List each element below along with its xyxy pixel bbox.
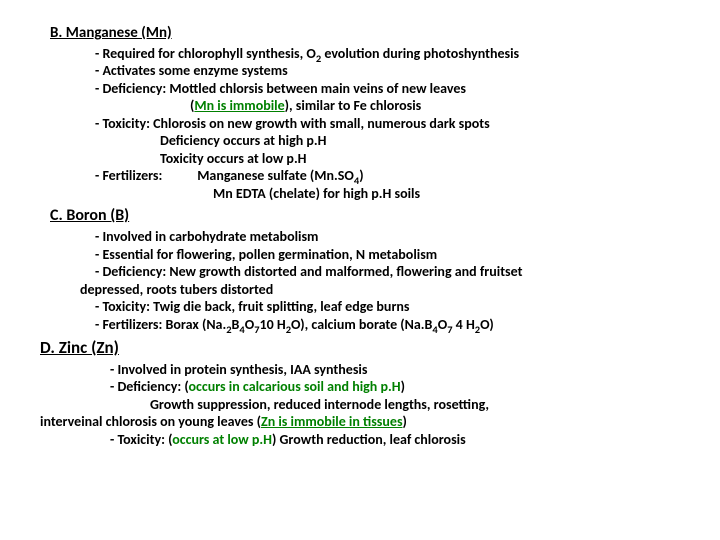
- mn-line6: Deficiency occurs at high p.H: [95, 132, 680, 150]
- manganese-block: - Required for chlorophyll synthesis, O2…: [95, 45, 680, 203]
- zn-line1: - Involved in protein synthesis, IAA syn…: [40, 361, 680, 379]
- b-line2: - Essential for flowering, pollen germin…: [80, 246, 680, 264]
- zn-l2a: - Deficiency: (: [110, 378, 189, 395]
- zn-l5a: - Toxicity: (: [110, 431, 172, 448]
- zn-l5-green: occurs at low p.H: [172, 431, 272, 448]
- zn-l4a: interveinal chlorosis on young leaves (: [40, 413, 261, 430]
- b-line3b: depressed, roots tubers distorted: [80, 281, 680, 299]
- mn-l4b: ), similar to Fe chlorosis: [285, 97, 422, 114]
- zinc-block: - Involved in protein synthesis, IAA syn…: [40, 361, 680, 449]
- mn-line8: - Fertilizers: Manganese sulfate (Mn.SO4…: [95, 167, 680, 185]
- mn-line4: (Mn is immobile), similar to Fe chlorosi…: [95, 97, 680, 115]
- b-line1: - Involved in carbohydrate metabolism: [80, 228, 680, 246]
- b-l5f: O: [438, 316, 447, 333]
- zn-l4b: ): [403, 413, 407, 430]
- mn-l1b: evolution during photoshynthesis: [321, 45, 519, 62]
- mn-line2: - Activates some enzyme systems: [95, 62, 680, 80]
- zn-l2b: ): [401, 378, 405, 395]
- b-l5e: O), calcium borate (Na.B: [291, 316, 432, 333]
- zn-l4-green: Zn is immobile in tissues: [261, 413, 403, 430]
- heading-boron: C. Boron (B): [50, 206, 680, 226]
- mn-line9: Mn EDTA (chelate) for high p.H soils: [95, 185, 680, 203]
- mn-l8b: ): [359, 167, 363, 184]
- zn-l2-green: occurs in calcarious soil and high p.H: [189, 378, 401, 395]
- mn-l4-green: Mn is immobile: [194, 97, 284, 114]
- heading-manganese: B. Manganese (Mn): [50, 24, 680, 43]
- b-l5d: 10 H: [260, 316, 286, 333]
- mn-line1: - Required for chlorophyll synthesis, O2…: [95, 45, 680, 63]
- b-line5: - Fertilizers: Borax (Na.2B4O710 H2O), c…: [80, 316, 680, 334]
- b-l5c: O: [245, 316, 254, 333]
- b-l5a: - Fertilizers: Borax (Na.: [95, 316, 226, 333]
- mn-l8a: - Fertilizers: Manganese sulfate (Mn.SO: [95, 167, 354, 184]
- mn-line3: - Deficiency: Mottled chlorsis between m…: [95, 80, 680, 98]
- b-line3: - Deficiency: New growth distorted and m…: [80, 263, 680, 281]
- zn-line4: interveinal chlorosis on young leaves (Z…: [40, 413, 680, 431]
- zn-line5: - Toxicity: (occurs at low p.H) Growth r…: [40, 431, 680, 449]
- b-l5g: 4 H: [453, 316, 475, 333]
- mn-line5: - Toxicity: Chlorosis on new growth with…: [95, 115, 680, 133]
- heading-zinc: D. Zinc (Zn): [40, 337, 680, 358]
- b-line4: - Toxicity: Twig die back, fruit splitti…: [80, 298, 680, 316]
- mn-l1a: - Required for chlorophyll synthesis, O: [95, 45, 316, 62]
- zn-line2: - Deficiency: (occurs in calcarious soil…: [40, 378, 680, 396]
- zn-l5b: ) Growth reduction, leaf chlorosis: [272, 431, 466, 448]
- boron-block: - Involved in carbohydrate metabolism - …: [80, 228, 680, 333]
- zn-line3: Growth suppression, reduced internode le…: [40, 396, 680, 414]
- mn-line7: Toxicity occurs at low p.H: [95, 150, 680, 168]
- b-l5h: O): [480, 316, 494, 333]
